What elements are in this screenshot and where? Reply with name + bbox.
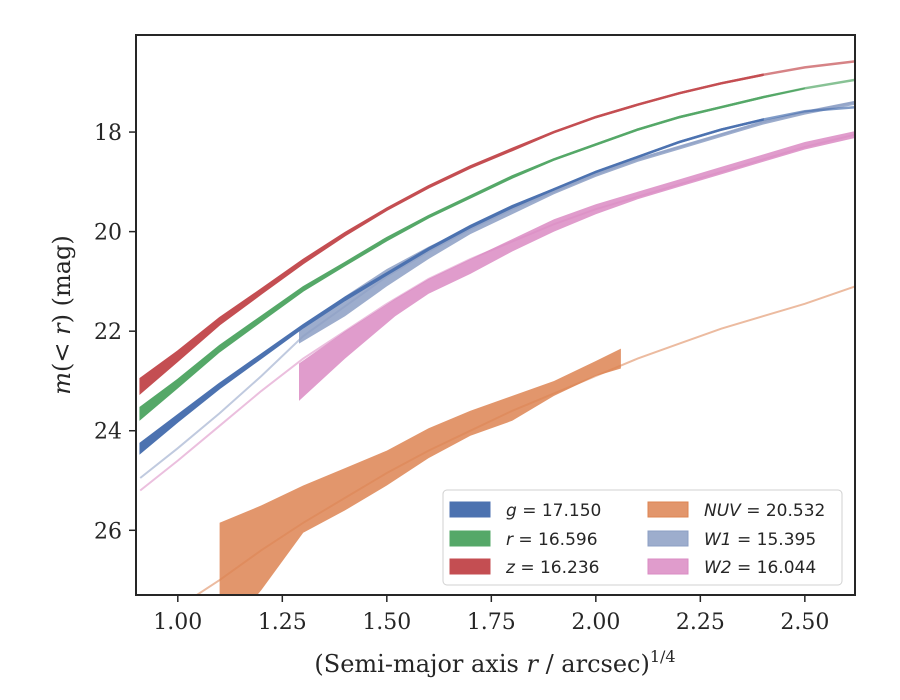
legend-swatch-w1 [647,530,689,547]
legend-label-w1: W1 = 15.395 [704,530,816,550]
legend-label-g-value: = 17.150 [517,501,602,521]
y-tick-label: 22 [94,320,122,345]
legend-label-r-var: r [506,530,514,550]
legend-label-g: g = 17.150 [506,501,601,521]
legend-label-w2: W2 = 16.044 [704,558,816,578]
legend-label-z: z = 16.236 [505,558,599,578]
x-axis-label-var: r [526,650,539,678]
x-tick-label: 1.75 [467,610,516,635]
legend-label-z-value: = 16.236 [515,558,600,578]
x-tick-label: 2.50 [780,610,829,635]
series-nuv-band [219,348,621,595]
y-axis-label-var2: r [48,322,76,335]
x-tick-label: 2.25 [676,610,725,635]
legend-label-nuv-var: NUV [704,501,742,521]
series-z-band [139,73,764,396]
legend-label-nuv: NUV = 20.532 [704,501,825,521]
legend-label-w2-var: W2 [704,558,732,578]
series-g-band [139,118,764,455]
x-axis-label-main: (Semi-major axis [314,650,526,678]
x-axis-label: (Semi-major axis r / arcsec)1/4 [314,647,675,678]
x-tick-label: 2.00 [571,610,620,635]
y-axis-label-var: m [48,372,76,395]
legend-label-nuv-value: = 20.532 [741,501,826,521]
legend-label-g-var: g [506,501,517,521]
x-axis-ticks: 1.00 1.25 1.50 1.75 2.00 2.25 2.50 [153,595,829,635]
plot-area [139,60,855,595]
x-axis-label-sup: 1/4 [650,647,676,666]
legend-label-r: r = 16.596 [506,530,598,550]
legend-label-w2-value: = 16.044 [732,558,817,578]
legend-frame [442,489,843,586]
x-axis-label-rest: / arcsec) [538,650,650,678]
x-tick-label: 1.00 [153,610,202,635]
y-axis-label: m(< r) (mag) [48,235,76,395]
x-tick-label: 1.25 [258,610,307,635]
y-tick-label: 18 [94,121,122,146]
y-axis-label-open: (< [48,335,76,372]
legend-label-w1-value: = 15.395 [732,530,817,550]
legend-swatch-w2 [647,558,689,575]
legend-label-r-value: = 16.596 [513,530,598,550]
y-axis-label-tail: ) (mag) [48,235,76,323]
y-tick-label: 20 [94,221,122,246]
legend-label-z-var: z [505,558,516,578]
series-r-band [139,87,805,421]
x-tick-label: 1.50 [362,610,411,635]
legend-swatch-g [449,501,491,518]
y-axis-ticks: 18 20 22 24 26 [94,121,136,544]
legend-swatch-z [449,558,491,575]
legend-swatch-r [449,530,491,547]
legend-swatch-nuv [647,501,689,518]
y-tick-label: 24 [94,420,122,445]
legend-label-w1-var: W1 [704,530,732,550]
y-tick-label: 26 [94,519,122,544]
plot-frame [135,34,856,596]
